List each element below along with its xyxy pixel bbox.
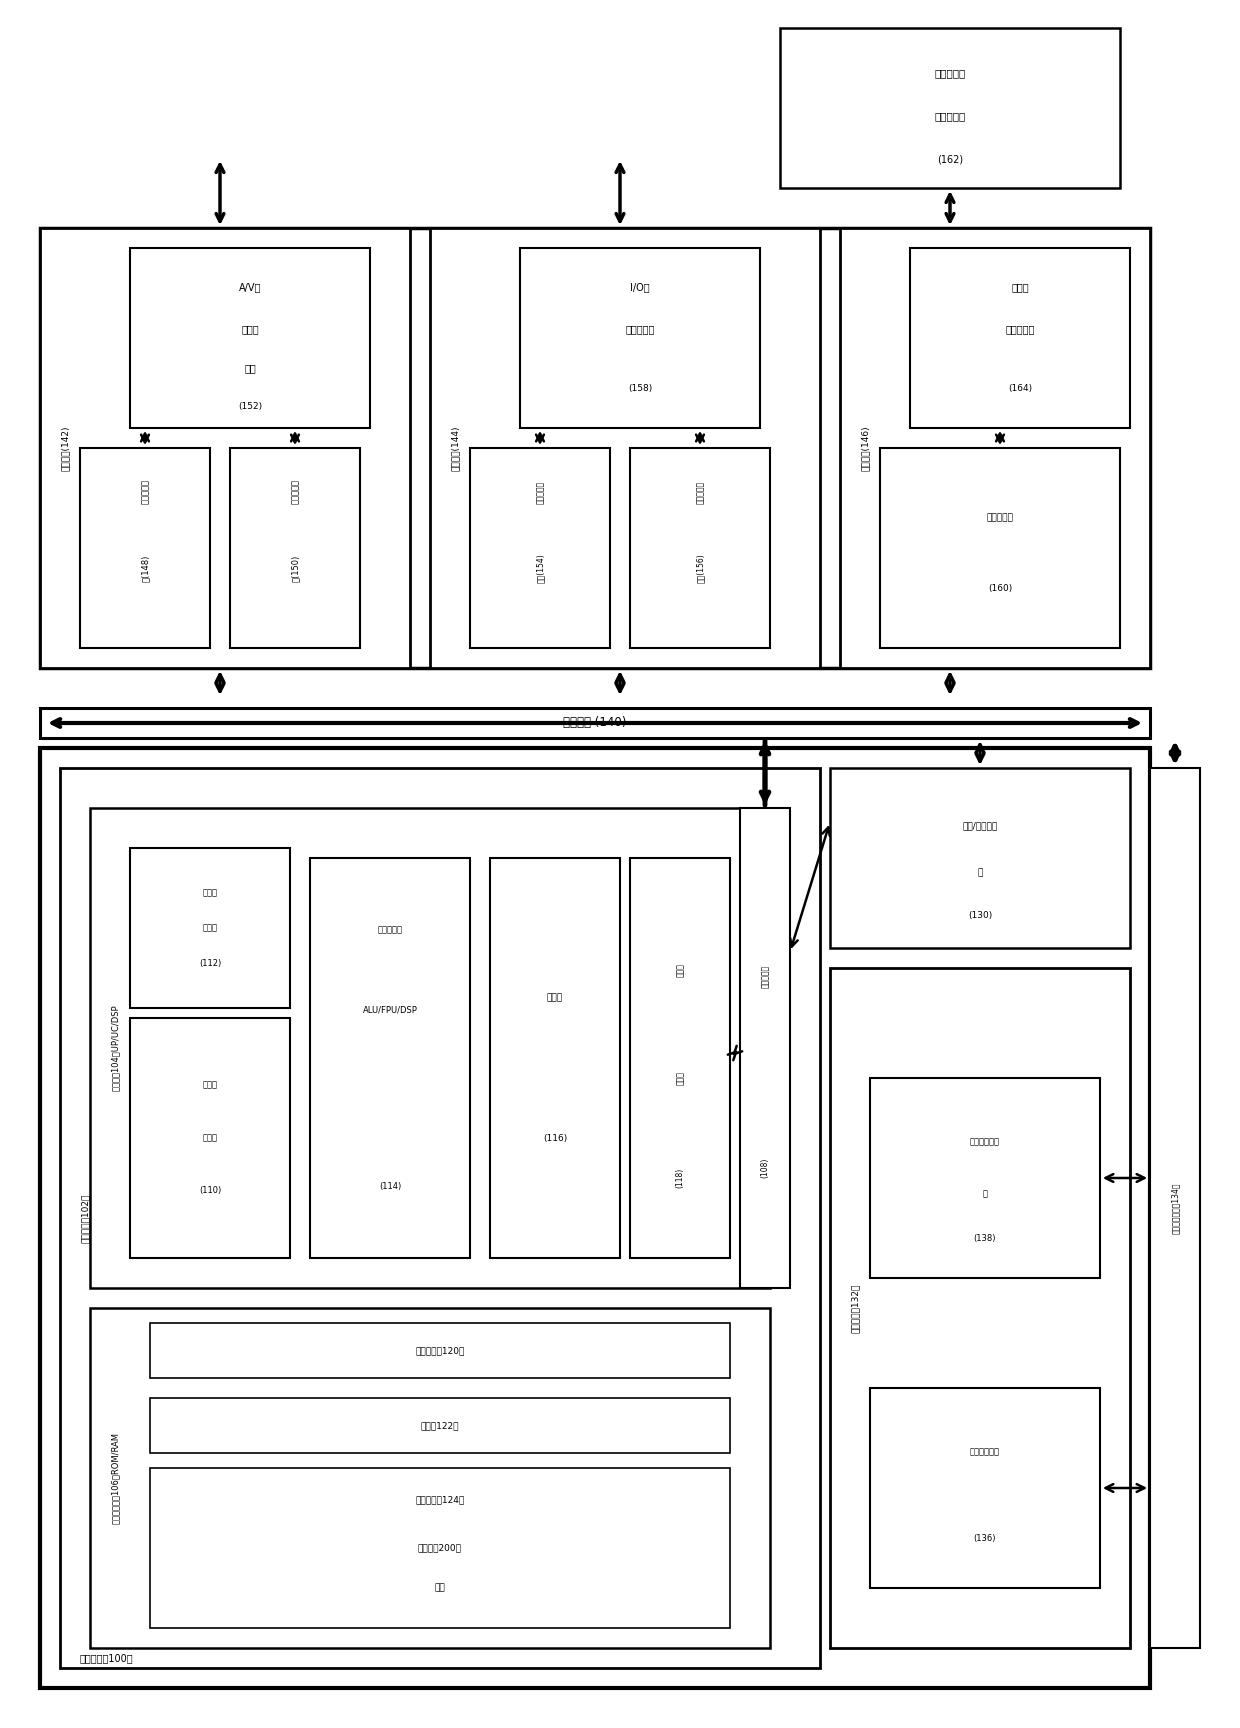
Text: 存储器: 存储器 [676,962,684,976]
Text: 储存接口总线（134）: 储存接口总线（134） [1171,1182,1179,1234]
Text: (136): (136) [973,1533,996,1543]
Text: 串行接口控: 串行接口控 [536,480,544,503]
Text: 可移除储存器: 可移除储存器 [970,1448,999,1457]
Text: (108): (108) [760,1158,770,1178]
Bar [130,848,290,1007]
Bar [91,809,770,1287]
Bar [81,448,210,648]
Text: (112): (112) [198,959,221,968]
Text: (118): (118) [676,1168,684,1189]
Bar [229,448,360,648]
Text: (162): (162) [937,154,963,164]
Bar [870,1388,1100,1588]
Text: 速缓存: 速缓存 [202,1134,217,1142]
Text: 基本配置（102）: 基本配置（102） [81,1194,89,1242]
Text: (116): (116) [543,1134,567,1142]
Text: 器: 器 [982,1189,987,1199]
Text: (130): (130) [968,911,992,919]
Text: 通信端: 通信端 [1011,283,1029,292]
Text: 图像处理单: 图像处理单 [140,479,150,505]
Bar [490,859,620,1258]
Text: A/V端: A/V端 [239,283,262,292]
Bar [870,1078,1100,1279]
Text: (160): (160) [988,584,1012,593]
Text: (164): (164) [1008,384,1032,392]
Bar [150,1324,730,1377]
Text: 指令: 指令 [435,1583,445,1593]
Text: 应用（122）: 应用（122） [420,1420,459,1431]
Text: 并行接口控: 并行接口控 [696,480,704,503]
Text: 输出设备(142): 输出设备(142) [61,425,69,470]
Text: 操作系统（120）: 操作系统（120） [415,1346,465,1355]
Bar [520,249,760,429]
Text: 元(150): 元(150) [290,555,300,582]
Text: (110): (110) [198,1187,221,1196]
Text: 处理器核心: 处理器核心 [377,926,403,935]
Text: 器: 器 [977,867,982,876]
Text: 通信设备(146): 通信设备(146) [861,425,869,470]
Bar [40,748,1149,1688]
Text: 储存设备（132）: 储存设备（132） [851,1284,859,1332]
Text: 执行方法200的: 执行方法200的 [418,1543,463,1552]
Bar [1149,767,1200,1649]
Bar [40,228,410,669]
Bar [880,448,1120,648]
Text: 二级高: 二级高 [202,888,217,897]
Text: (152): (152) [238,403,262,411]
Bar [830,767,1130,949]
Bar [150,1469,730,1628]
Text: 速缓存: 速缓存 [202,923,217,933]
Bar [60,767,820,1668]
Text: 系统存储器（106）ROM/RAM: 系统存储器（106）ROM/RAM [110,1433,119,1524]
Text: 不可移除储存: 不可移除储存 [970,1137,999,1146]
Text: 接口总线 (140): 接口总线 (140) [563,717,626,729]
Text: 其他计算设: 其他计算设 [935,67,966,78]
Text: 总线/接口控制: 总线/接口控制 [962,821,998,829]
Text: 音频处理单: 音频处理单 [290,479,300,505]
Text: 处理器（104）UP/UC/DSP: 处理器（104）UP/UC/DSP [110,1004,119,1092]
Text: (114): (114) [379,1182,401,1191]
Text: 备（多个）: 备（多个） [935,111,966,121]
Bar [130,249,370,429]
Bar [910,249,1130,429]
Text: 元(148): 元(148) [140,555,150,582]
Text: 外围接口(144): 外围接口(144) [450,425,460,470]
Text: 程序数据（124）: 程序数据（124） [415,1495,465,1505]
Text: 口（多个）: 口（多个） [1006,325,1034,334]
Bar [470,448,610,648]
Text: 存储器总线: 存储器总线 [760,964,770,988]
Bar [130,1018,290,1258]
Text: 一级高: 一级高 [202,1080,217,1090]
Bar [40,708,1149,738]
Bar [91,1308,770,1649]
Text: I/O端: I/O端 [630,283,650,292]
Bar [740,809,790,1287]
Bar [150,1398,730,1453]
Text: 个）: 个） [244,363,255,373]
Text: 制器(156): 制器(156) [696,553,704,582]
Bar [830,968,1130,1649]
Text: 控制器: 控制器 [676,1071,684,1085]
Text: 计算设备（100）: 计算设备（100） [81,1654,134,1662]
Text: 网络控制器: 网络控制器 [987,513,1013,522]
Text: 口（多: 口（多 [242,325,259,334]
Text: (158): (158) [627,384,652,392]
Text: ALU/FPU/DSP: ALU/FPU/DSP [362,1006,418,1014]
Bar [839,228,1149,669]
Bar [780,28,1120,188]
Bar [40,228,1149,669]
Text: (138): (138) [973,1234,996,1242]
Bar [630,448,770,648]
Text: 制器(154): 制器(154) [536,553,544,582]
Bar [430,228,820,669]
Bar [630,859,730,1258]
Text: 口（多个）: 口（多个） [625,325,655,334]
Bar [310,859,470,1258]
Text: 寄存器: 寄存器 [547,994,563,1002]
